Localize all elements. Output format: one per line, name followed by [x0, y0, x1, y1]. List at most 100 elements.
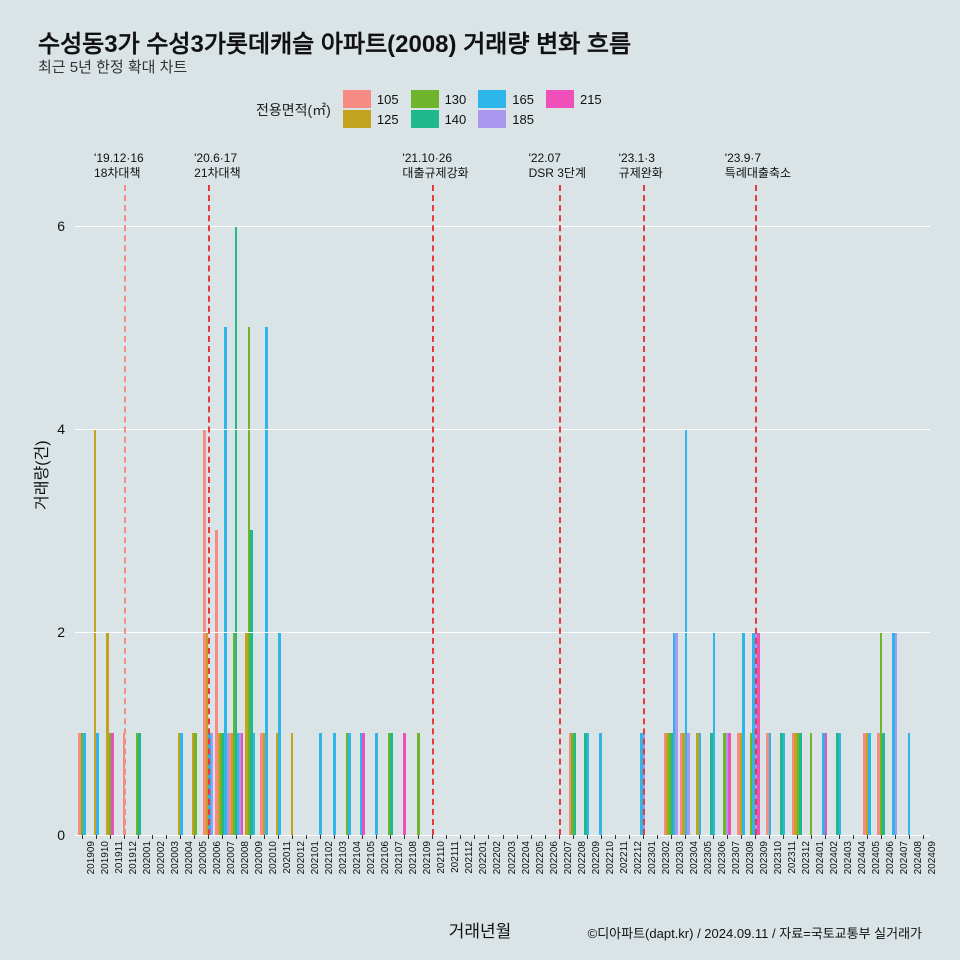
xtick-mark [559, 835, 560, 839]
month-group [664, 185, 678, 835]
xtick-label: 202202 [492, 841, 503, 874]
xtick-label: 202107 [394, 841, 405, 874]
legend-label: 165 [512, 92, 534, 107]
xtick-label: 202205 [535, 841, 546, 874]
bar [769, 733, 772, 835]
legend-item: 165 [478, 90, 534, 108]
xtick-label: 202208 [577, 841, 588, 874]
xtick-label: 202310 [773, 841, 784, 874]
xtick-mark [474, 835, 475, 839]
month-group [538, 185, 552, 835]
xtick-mark [278, 835, 279, 839]
xtick-mark [643, 835, 644, 839]
xtick-mark [811, 835, 812, 839]
event-annotation: '21.10·26대출규제강화 [402, 151, 468, 181]
xtick-label: 202305 [703, 841, 714, 874]
bar [417, 733, 420, 835]
xtick-mark [152, 835, 153, 839]
xtick-label: 202303 [675, 841, 686, 874]
legend-swatch [478, 110, 506, 128]
bar [868, 733, 871, 835]
bar [757, 632, 760, 835]
xtick-label: 202404 [857, 841, 868, 874]
xtick-mark [194, 835, 195, 839]
xtick-mark [138, 835, 139, 839]
xtick-label: 202306 [717, 841, 728, 874]
xtick-mark [166, 835, 167, 839]
xtick-label: 202102 [324, 841, 335, 874]
legend-item: 185 [478, 110, 534, 128]
month-group [888, 185, 902, 835]
event-line [208, 185, 210, 835]
event-line [643, 185, 645, 835]
xtick-mark [418, 835, 419, 839]
xtick-label: 202407 [899, 841, 910, 874]
xtick-mark [783, 835, 784, 839]
xtick-mark [685, 835, 686, 839]
month-group [355, 185, 369, 835]
legend-swatch [411, 110, 439, 128]
bar [908, 733, 911, 835]
xtick-label: 202002 [156, 841, 167, 874]
bar [83, 733, 86, 835]
bar [713, 632, 716, 835]
xtick-mark [96, 835, 97, 839]
month-group [467, 185, 481, 835]
month-group [510, 185, 524, 835]
month-group [622, 185, 636, 835]
bar [291, 733, 294, 835]
xtick-mark [432, 835, 433, 839]
month-group [481, 185, 495, 835]
legend-item: 140 [411, 110, 467, 128]
xtick-label: 202402 [829, 841, 840, 874]
xtick-mark [110, 835, 111, 839]
xtick-label: 202105 [366, 841, 377, 874]
month-group [397, 185, 411, 835]
month-group [678, 185, 692, 835]
month-group [846, 185, 860, 835]
xtick-label: 202201 [478, 841, 489, 874]
xtick-mark [292, 835, 293, 839]
legend-label: 130 [445, 92, 467, 107]
xtick-mark [671, 835, 672, 839]
month-group [874, 185, 888, 835]
xtick-label: 202302 [661, 841, 672, 874]
xtick-mark [923, 835, 924, 839]
bar [362, 733, 365, 835]
month-group [832, 185, 846, 835]
x-axis-label: 거래년월 [449, 917, 512, 942]
bar [111, 733, 114, 835]
xtick-label: 202403 [843, 841, 854, 874]
month-group [131, 185, 145, 835]
month-group [103, 185, 117, 835]
xtick-label: 202111 [450, 841, 461, 873]
xtick-mark [320, 835, 321, 839]
xtick-label: 202001 [142, 841, 153, 874]
month-group [145, 185, 159, 835]
bar [96, 733, 99, 835]
xtick-mark [825, 835, 826, 839]
bar [742, 632, 745, 835]
bar [882, 733, 885, 835]
month-group [173, 185, 187, 835]
month-group [383, 185, 397, 835]
legend: 전용면적(㎡) 105130165215125140185 [256, 90, 602, 128]
bar [728, 733, 731, 835]
month-group [916, 185, 930, 835]
legend-swatch [478, 90, 506, 108]
xtick-label: 202008 [240, 841, 251, 874]
xtick-mark [264, 835, 265, 839]
month-group [229, 185, 243, 835]
legend-label: 140 [445, 112, 467, 127]
event-annotation: '20.6·1721차대책 [194, 151, 240, 181]
xtick-label: 202010 [268, 841, 279, 874]
ytick-label: 2 [57, 624, 65, 640]
xtick-label: 202104 [352, 841, 363, 874]
xtick-mark [741, 835, 742, 839]
xtick-mark [531, 835, 532, 839]
month-group [580, 185, 594, 835]
xtick-label: 202112 [464, 841, 475, 874]
chart-subtitle: 최근 5년 한정 확대 차트 [38, 56, 187, 77]
bar [587, 733, 590, 835]
xtick-mark [362, 835, 363, 839]
